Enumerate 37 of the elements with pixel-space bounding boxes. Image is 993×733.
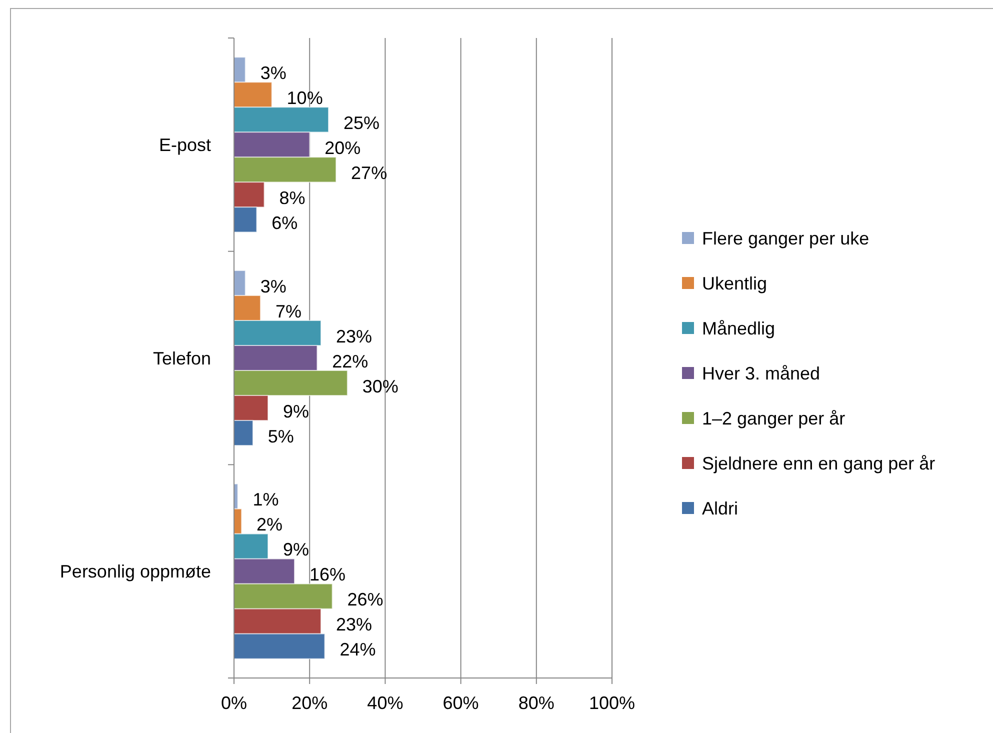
data-label: 23% [336,614,372,635]
data-label: 1% [252,490,279,510]
data-label: 10% [286,88,323,108]
x-tick-label: 80% [518,692,554,713]
data-label: 2% [256,514,283,535]
data-label: 27% [351,162,388,183]
y-tick-label: Telefon [152,348,211,368]
legend-label: Hver 3. måned [702,363,820,384]
x-tick-label: 40% [367,692,404,713]
data-label: 7% [275,301,302,322]
data-label: 6% [272,212,298,233]
data-label: 9% [283,401,310,422]
data-label: 20% [324,138,361,158]
data-label: 30% [362,376,398,396]
data-label: 3% [260,62,286,83]
data-label: 3% [260,276,286,296]
x-tick-label: 100% [588,692,636,713]
legend-label: Flere ganger per uke [702,228,870,248]
data-label: 8% [279,188,306,208]
data-label: 24% [340,640,376,660]
legend-label: 1–2 ganger per år [702,408,846,428]
data-label: 9% [283,540,310,560]
legend-label: Sjeldnere enn en gang per år [702,453,936,474]
legend-label: Ukentlig [702,273,768,294]
data-label: 23% [336,326,372,346]
data-label: 22% [332,351,368,372]
data-label: 5% [268,426,294,446]
data-label: 26% [347,590,384,610]
legend-label: Aldri [702,498,738,518]
legend-label: Månedlig [702,318,776,338]
x-tick-label: 0% [220,692,248,713]
x-tick-label: 60% [442,692,479,713]
data-label: 16% [309,564,346,585]
y-tick-label: Personlig oppmøte [60,562,211,582]
x-tick-label: 20% [292,692,328,713]
data-label: 25% [344,112,380,133]
y-tick-label: E-post [158,134,211,155]
